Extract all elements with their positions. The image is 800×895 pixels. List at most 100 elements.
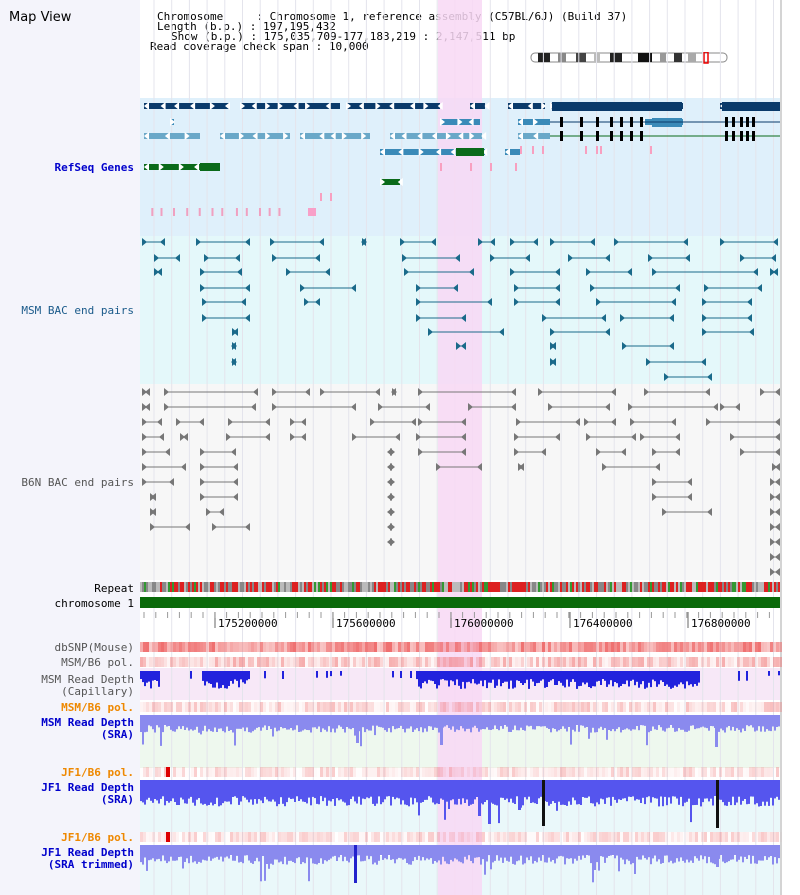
- jf1-depth-trim-bar[interactable]: [372, 845, 374, 865]
- jf1-b6-pol2-cell[interactable]: [491, 832, 494, 842]
- msm-depth-sra-bar[interactable]: [272, 715, 274, 737]
- dbsnp-cell[interactable]: [143, 642, 146, 652]
- dbsnp-cell[interactable]: [725, 642, 728, 652]
- jf1-depth-trim-bar[interactable]: [586, 845, 588, 856]
- msm-depth-sra-bar[interactable]: [466, 715, 468, 729]
- jf1-depth-sra-bar[interactable]: [256, 780, 258, 804]
- jf1-depth-sra-bar[interactable]: [140, 780, 142, 802]
- msm-bac-pair-end[interactable]: [590, 284, 595, 292]
- repeat-element[interactable]: [324, 582, 326, 592]
- b6n-bac-pair-end[interactable]: [605, 403, 610, 411]
- msm-b6-pol2-cell[interactable]: [365, 702, 368, 712]
- msm-depth-sra-bar[interactable]: [534, 715, 536, 730]
- jf1-depth-sra-bar[interactable]: [182, 780, 184, 800]
- dbsnp-cell[interactable]: [185, 642, 188, 652]
- jf1-b6-pol2-cell[interactable]: [731, 832, 734, 842]
- jf1-depth-sra-bar[interactable]: [180, 780, 182, 798]
- dbsnp-cell[interactable]: [623, 642, 626, 652]
- jf1-b6-pol-cell[interactable]: [548, 767, 551, 777]
- repeat-element[interactable]: [302, 582, 304, 592]
- repeat-element[interactable]: [490, 582, 492, 592]
- jf1-b6-pol-cell[interactable]: [212, 767, 215, 777]
- jf1-b6-pol2-cell[interactable]: [377, 832, 380, 842]
- jf1-depth-sra-bar[interactable]: [168, 780, 170, 803]
- jf1-b6-pol2-cell[interactable]: [662, 832, 665, 842]
- msm-depth-sra-bar-spike[interactable]: [440, 715, 443, 745]
- jf1-depth-trim-bar[interactable]: [278, 845, 280, 863]
- msm-b6-pol-cell[interactable]: [158, 657, 161, 667]
- msm-depth-sra-bar[interactable]: [354, 715, 356, 736]
- repeat-element[interactable]: [162, 582, 164, 592]
- msm-b6-pol-cell[interactable]: [707, 657, 710, 667]
- dbsnp-cell[interactable]: [596, 642, 599, 652]
- msm-depth-sra-bar[interactable]: [248, 715, 250, 733]
- jf1-b6-pol-cell[interactable]: [524, 767, 527, 777]
- jf1-b6-pol-cell[interactable]: [494, 767, 497, 777]
- jf1-depth-sra-bar[interactable]: [342, 780, 344, 802]
- jf1-b6-pol2-cell[interactable]: [239, 832, 242, 842]
- repeat-element[interactable]: [178, 582, 180, 592]
- gene-strand-arrow[interactable]: [300, 132, 305, 140]
- msm-depth-cap-bar[interactable]: [570, 671, 572, 682]
- msm-depth-sra-bar[interactable]: [510, 715, 512, 732]
- jf1-b6-pol2-cell[interactable]: [140, 832, 143, 842]
- dbsnp-cell[interactable]: [764, 642, 767, 652]
- dbsnp-cell[interactable]: [683, 642, 686, 652]
- msm-depth-sra-bar[interactable]: [256, 715, 258, 728]
- jf1-depth-trim-bar[interactable]: [488, 845, 490, 856]
- jf1-depth-sra-bar[interactable]: [460, 780, 462, 805]
- msm-b6-pol2-cell[interactable]: [701, 702, 704, 712]
- msm-b6-pol-cell[interactable]: [509, 657, 512, 667]
- jf1-b6-pol-cell[interactable]: [344, 767, 347, 777]
- b6n-bac-pair-end[interactable]: [200, 448, 205, 456]
- jf1-depth-sra-bar[interactable]: [540, 780, 542, 797]
- msm-b6-pol-cell[interactable]: [437, 657, 440, 667]
- jf1-depth-trim-bar[interactable]: [216, 845, 218, 857]
- msm-depth-sra-bar[interactable]: [594, 715, 596, 733]
- jf1-depth-sra-bar[interactable]: [148, 780, 150, 798]
- msm-b6-pol-cell[interactable]: [434, 657, 437, 667]
- dbsnp-cell[interactable]: [608, 642, 611, 652]
- dbsnp-cell[interactable]: [479, 642, 482, 652]
- jf1-depth-trim-bar[interactable]: [170, 845, 172, 857]
- msm-depth-sra-bar[interactable]: [526, 715, 528, 726]
- jf1-depth-sra-bar[interactable]: [486, 780, 488, 801]
- b6n-bac-pair-end[interactable]: [730, 433, 735, 441]
- jf1-depth-sra-bar[interactable]: [768, 780, 770, 806]
- gene-strand-arrow[interactable]: [533, 132, 539, 140]
- jf1-depth-sra-bar[interactable]: [242, 780, 244, 797]
- dbsnp-cell[interactable]: [263, 642, 266, 652]
- msm-depth-sra-bar[interactable]: [736, 715, 738, 729]
- msm-bac-pair-end[interactable]: [669, 314, 674, 322]
- msm-depth-sra-bar[interactable]: [726, 715, 728, 728]
- msm-bac-pair-end[interactable]: [514, 298, 519, 306]
- gene-block[interactable]: [552, 102, 682, 111]
- dbsnp-cell[interactable]: [512, 642, 515, 652]
- msm-b6-pol2-cell[interactable]: [617, 702, 620, 712]
- msm-depth-sra-bar[interactable]: [746, 715, 748, 726]
- msm-depth-cap-bar[interactable]: [476, 671, 478, 685]
- jf1-b6-pol2-cell[interactable]: [257, 832, 260, 842]
- dbsnp-cell[interactable]: [224, 642, 227, 652]
- jf1-depth-trim-bar[interactable]: [772, 845, 774, 865]
- msm-b6-pol2-cell[interactable]: [260, 702, 263, 712]
- jf1-depth-sra-bar[interactable]: [496, 780, 498, 806]
- jf1-depth-trim-bar[interactable]: [252, 845, 254, 864]
- msm-b6-pol-cell[interactable]: [485, 657, 488, 667]
- b6n-bac-pair-end[interactable]: [206, 508, 211, 516]
- jf1-b6-pol-cell[interactable]: [329, 767, 332, 777]
- msm-bac-pair-end[interactable]: [416, 314, 421, 322]
- msm-depth-cap-bar[interactable]: [524, 671, 526, 684]
- msm-depth-cap-bar[interactable]: [682, 671, 684, 685]
- dbsnp-cell[interactable]: [320, 642, 323, 652]
- repeat-element[interactable]: [774, 582, 776, 592]
- jf1-b6-pol-cell[interactable]: [176, 767, 179, 777]
- jf1-depth-sra-bar[interactable]: [246, 780, 248, 800]
- repeat-element[interactable]: [622, 582, 624, 592]
- jf1-b6-pol2-cell[interactable]: [506, 832, 509, 842]
- jf1-b6-pol2-cell[interactable]: [272, 832, 275, 842]
- b6n-bac-pair-end[interactable]: [301, 418, 306, 426]
- jf1-depth-sra-bar[interactable]: [680, 780, 682, 797]
- jf1-depth-trim-bar[interactable]: [712, 845, 714, 864]
- jf1-b6-pol2-cell[interactable]: [470, 832, 473, 842]
